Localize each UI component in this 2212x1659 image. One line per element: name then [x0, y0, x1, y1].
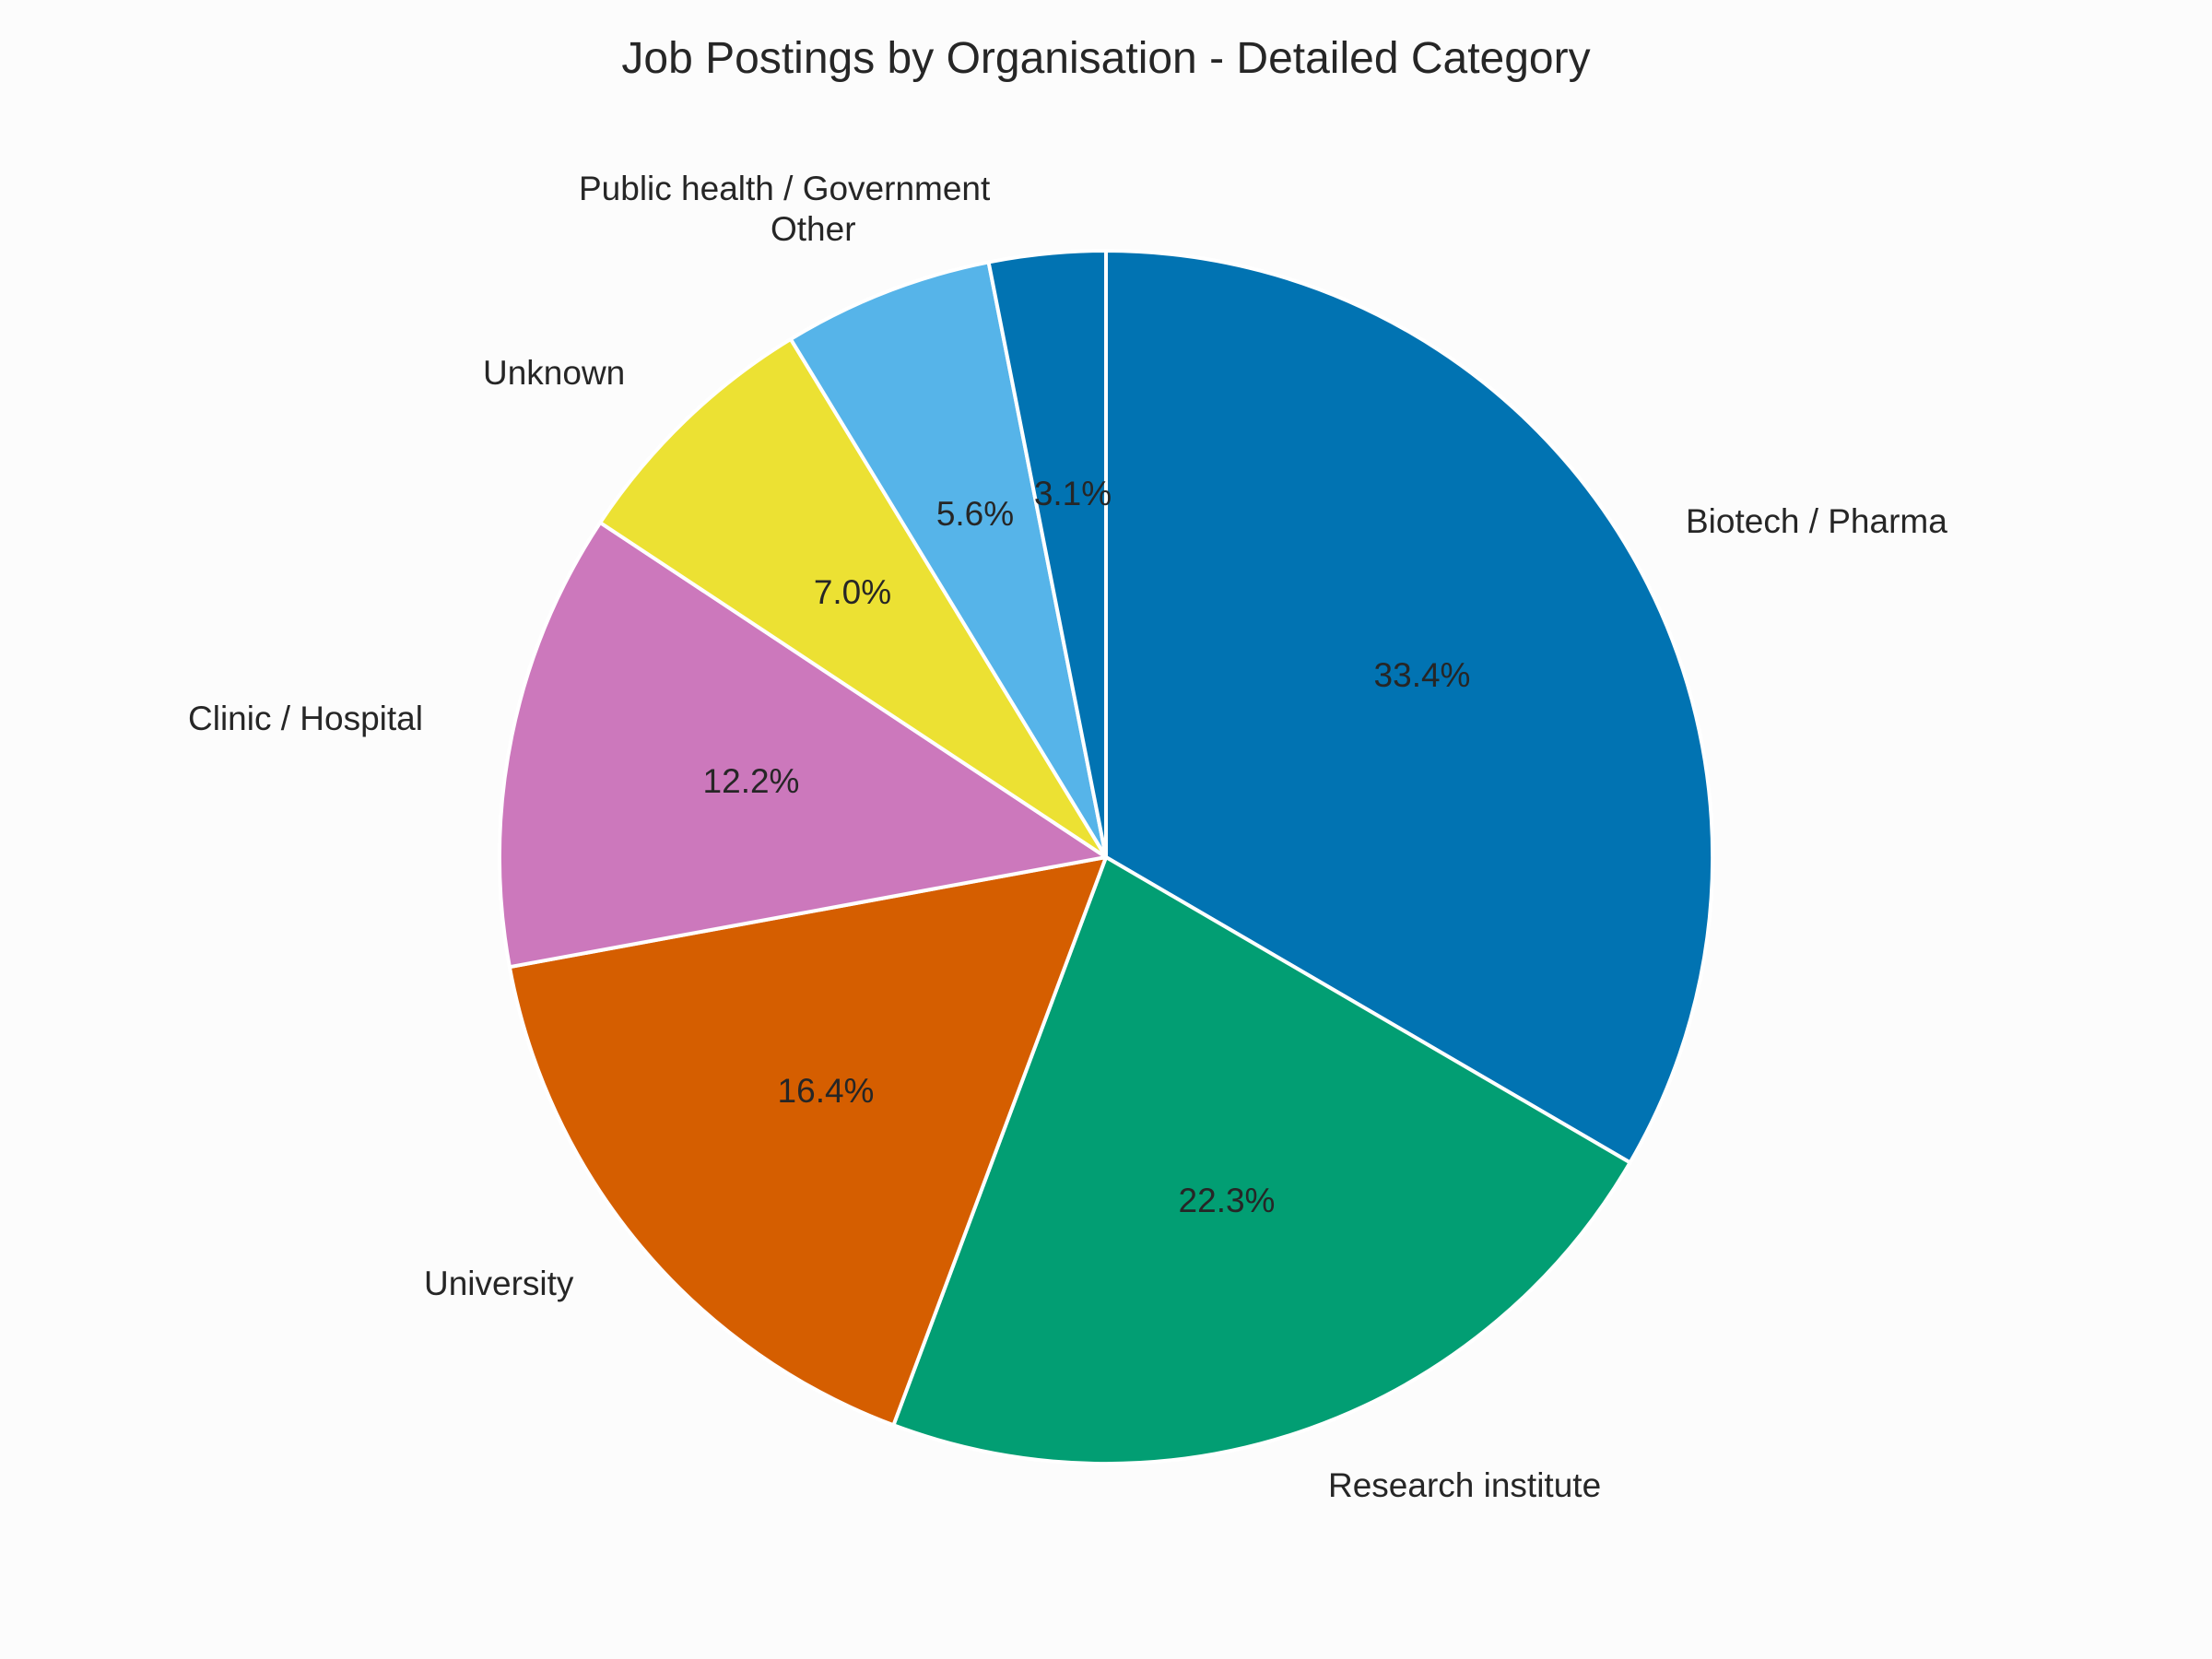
- pct-research-institute: 22.3%: [1178, 1182, 1276, 1219]
- label-university: University: [424, 1265, 574, 1302]
- slice-other: [788, 260, 1108, 859]
- chart-title: Job Postings by Organisation - Detailed …: [621, 34, 1591, 83]
- pct-unknown: 7.0%: [813, 573, 892, 611]
- label-clinic-hospital: Clinic / Hospital: [188, 700, 423, 737]
- label-other: Other: [771, 210, 856, 248]
- slice-clinic-hospital: [498, 521, 1108, 970]
- label-public-health-government: Public health / Government: [579, 170, 991, 207]
- pct-clinic-hospital: 12.2%: [702, 762, 800, 800]
- pct-biotech-pharma: 33.4%: [1373, 656, 1471, 694]
- slice-university: [507, 855, 1108, 1428]
- slice-biotech-pharma: [1104, 249, 1715, 1165]
- label-research-institute: Research institute: [1328, 1466, 1602, 1504]
- pct-public-health-government: 3.1%: [1033, 475, 1112, 512]
- pct-other: 5.6%: [935, 495, 1015, 533]
- slice-public-health-government: [986, 248, 1108, 859]
- label-unknown: Unknown: [483, 354, 626, 392]
- slice-research-institute: [891, 855, 1632, 1466]
- pct-university: 16.4%: [777, 1072, 875, 1110]
- slice-unknown: [598, 336, 1108, 859]
- label-biotech-pharma: Biotech / Pharma: [1686, 502, 1947, 540]
